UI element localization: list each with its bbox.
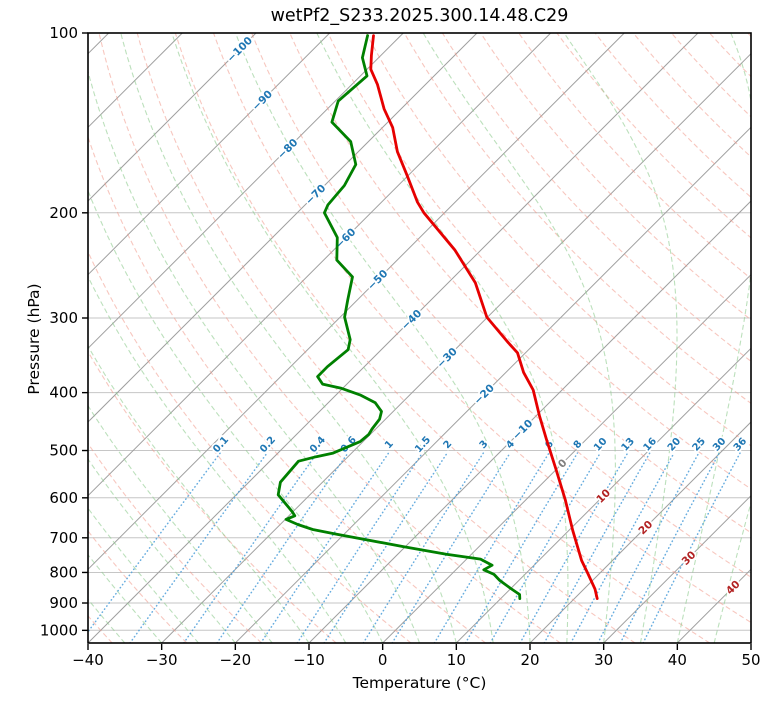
chart-title: wetPf2_S233.2025.300.14.48.C29	[270, 6, 569, 26]
y-axis: 100 200 300 400 500 600 700 800 900 1000	[40, 24, 88, 639]
isotherm-label: −100	[225, 35, 255, 65]
mixing-ratio-label: 30	[711, 436, 729, 454]
mixing-ratio-label: 25	[690, 436, 708, 454]
dry-adiabats	[88, 33, 751, 643]
y-tick-label: 200	[49, 204, 78, 222]
dewpoint-curve	[276, 34, 522, 600]
y-tick-label: 400	[49, 384, 78, 402]
isotherm-label: −80	[275, 137, 300, 162]
x-tick-label: −20	[220, 651, 252, 669]
y-tick-label: 300	[49, 309, 78, 327]
mixing-ratio-label: 16	[642, 436, 660, 454]
isotherms	[88, 33, 751, 643]
x-tick-label: −10	[293, 651, 325, 669]
y-tick-label: 900	[49, 594, 78, 612]
mixing-ratio-label: 10	[592, 436, 610, 454]
x-tick-label: 40	[668, 651, 687, 669]
mixing-ratio-label: 0.4	[308, 435, 328, 456]
plot-area: −100−90−80−70−60−50−40−30−20−10010203040…	[88, 33, 751, 643]
mixing-ratio-label: 8	[572, 439, 585, 452]
y-tick-label: 100	[49, 24, 78, 42]
mixing-ratio-label: 1	[383, 439, 396, 452]
x-tick-label: 0	[378, 651, 388, 669]
y-tick-label: 1000	[40, 621, 78, 639]
x-tick-label: −40	[72, 651, 104, 669]
x-tick-label: 50	[741, 651, 760, 669]
x-tick-label: 20	[520, 651, 539, 669]
x-axis: −40 −30 −20 −10 0 10 20 30 40 50	[72, 644, 761, 669]
temperature-curve	[369, 34, 599, 600]
x-tick-label: 30	[594, 651, 613, 669]
mixing-ratio-label: 1.5	[413, 435, 433, 456]
x-tick-label: 10	[447, 651, 466, 669]
axes	[87, 32, 752, 644]
x-axis-label: Temperature (°C)	[352, 674, 487, 692]
y-axis-label: Pressure (hPa)	[25, 283, 43, 395]
x-tick-label: −30	[146, 651, 178, 669]
mixing-ratio-label: 0.1	[211, 435, 231, 456]
y-tick-label: 500	[49, 442, 78, 460]
y-tick-label: 600	[49, 489, 78, 507]
mixing-ratio-label: 13	[619, 436, 637, 454]
y-tick-label: 800	[49, 563, 78, 581]
mixing-ratio-lines	[88, 452, 741, 643]
mixing-ratio-label: 4	[504, 439, 517, 452]
y-tick-label: 700	[49, 529, 78, 547]
mixing-ratio-label: 3	[478, 439, 491, 452]
mixing-ratio-labels: 0.1 0.2 0.4 0.6 1 1.5 2 3 4 6 8 10 13 16 20 25 30 36	[209, 433, 751, 457]
mixing-ratio-label: 2	[442, 439, 455, 452]
moist-adiabats	[88, 33, 751, 643]
